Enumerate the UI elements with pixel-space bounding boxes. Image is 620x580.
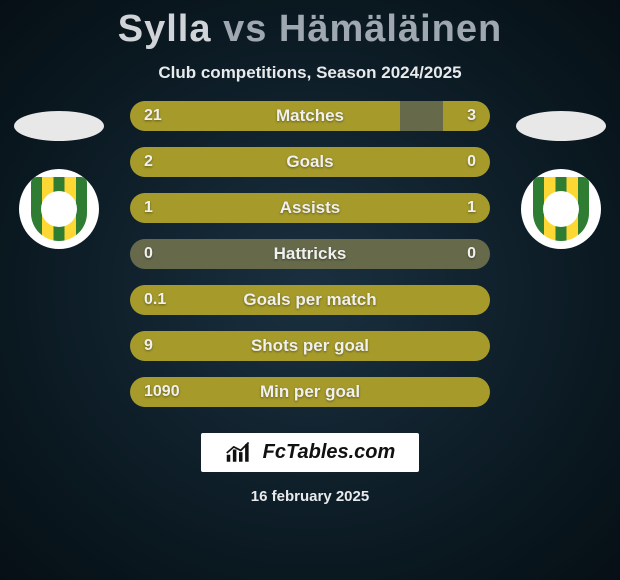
stat-bar: 1090 Min per goal xyxy=(130,377,490,407)
stat-value-left: 9 xyxy=(144,337,153,355)
stat-bars: 21 Matches 3 2 Goals 0 1 Assists 1 0 Hattricks 0 0.1… xyxy=(130,101,490,407)
stat-value-left: 1 xyxy=(144,199,153,217)
stat-bar: 0 Hattricks 0 xyxy=(130,239,490,269)
stat-bar: 1 Assists 1 xyxy=(130,193,490,223)
stat-value-right: 0 xyxy=(467,153,476,171)
club-left-icon xyxy=(19,169,99,249)
brand-badge: FcTables.com xyxy=(201,433,420,472)
right-side xyxy=(512,101,610,249)
stat-label: Goals xyxy=(286,152,333,172)
club-right-icon xyxy=(521,169,601,249)
stat-value-right: 1 xyxy=(467,199,476,217)
stat-bar: 9 Shots per goal xyxy=(130,331,490,361)
stat-label: Hattricks xyxy=(274,244,347,264)
page-title: Sylla vs Hämäläinen xyxy=(0,0,620,51)
vs-label: vs xyxy=(223,8,267,50)
flag-left-icon xyxy=(14,111,104,141)
stat-label: Min per goal xyxy=(260,382,360,402)
comparison-panel: 21 Matches 3 2 Goals 0 1 Assists 1 0 Hattricks 0 0.1… xyxy=(0,101,620,407)
stat-label: Matches xyxy=(276,106,344,126)
stat-value-left: 0 xyxy=(144,245,153,263)
stat-value-left: 1090 xyxy=(144,383,180,401)
stat-label: Assists xyxy=(280,198,340,218)
date-text: 16 february 2025 xyxy=(0,488,620,505)
stat-value-right: 3 xyxy=(467,107,476,125)
left-side xyxy=(10,101,108,249)
stat-value-right: 0 xyxy=(467,245,476,263)
player2-name: Hämäläinen xyxy=(279,8,502,50)
footer: FcTables.com 16 february 2025 xyxy=(0,433,620,505)
stat-bar: 21 Matches 3 xyxy=(130,101,490,131)
player1-name: Sylla xyxy=(118,8,212,50)
flag-right-icon xyxy=(516,111,606,141)
subtitle: Club competitions, Season 2024/2025 xyxy=(0,63,620,83)
bar-fill-left xyxy=(130,101,400,131)
stat-label: Goals per match xyxy=(243,290,376,310)
stat-bar: 2 Goals 0 xyxy=(130,147,490,177)
stat-value-left: 0.1 xyxy=(144,291,166,309)
stat-value-left: 21 xyxy=(144,107,162,125)
stat-value-left: 2 xyxy=(144,153,153,171)
stat-bar: 0.1 Goals per match xyxy=(130,285,490,315)
stat-label: Shots per goal xyxy=(251,336,369,356)
brand-text: FcTables.com xyxy=(263,441,396,464)
chart-icon xyxy=(225,442,253,464)
